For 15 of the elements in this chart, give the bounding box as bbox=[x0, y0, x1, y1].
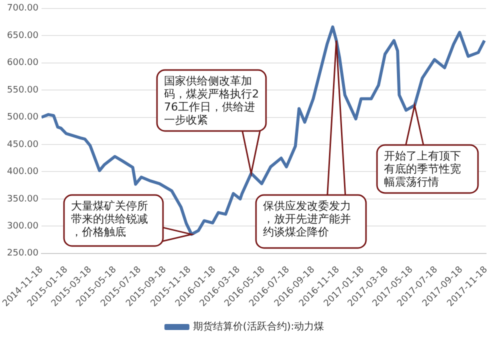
annotation: 大量煤矿关停所带来的供给锐减，价格触底 bbox=[71, 199, 148, 238]
y-tick-label: 500.00 bbox=[6, 112, 39, 123]
y-tick-label: 550.00 bbox=[6, 85, 39, 96]
y-tick-label: 650.00 bbox=[6, 30, 39, 41]
y-tick-label: 350.00 bbox=[6, 194, 39, 204]
y-tick-label: 600.00 bbox=[6, 58, 39, 68]
annotation: 保供应发改委发力，放开先进产能并约谈煤企降价 bbox=[263, 199, 351, 238]
y-tick-label: 400.00 bbox=[6, 167, 39, 178]
y-tick-label: 700.00 bbox=[6, 4, 39, 14]
y-tick-label: 250.00 bbox=[6, 248, 39, 259]
y-tick-label: 450.00 bbox=[6, 140, 39, 150]
legend-label: 期货结算价(活跃合约):动力煤 bbox=[192, 320, 324, 333]
y-tick-label: 300.00 bbox=[6, 222, 39, 232]
annotation: 开始了上有顶下有底的季节性宽幅震荡行情 bbox=[384, 149, 461, 188]
annotation: 国家供给侧改革加码，煤炭严格执行276工作日，供给进一步收紧 bbox=[164, 74, 259, 126]
